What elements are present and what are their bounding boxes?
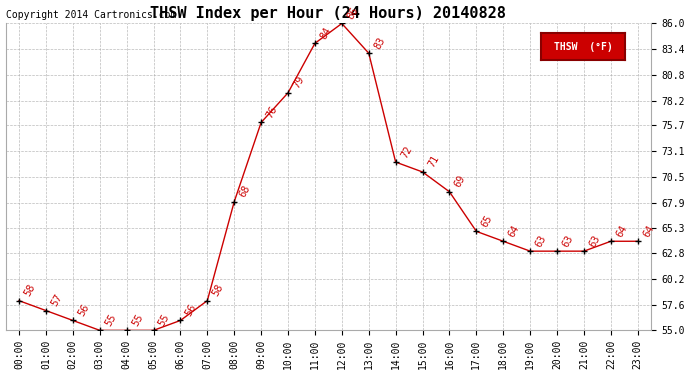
Text: Copyright 2014 Cartronics.com: Copyright 2014 Cartronics.com (6, 10, 176, 20)
Text: 65: 65 (480, 213, 495, 229)
Text: 71: 71 (426, 154, 441, 170)
Title: THSW Index per Hour (24 Hours) 20140828: THSW Index per Hour (24 Hours) 20140828 (150, 6, 506, 21)
Text: 58: 58 (210, 282, 226, 298)
Text: 63: 63 (533, 233, 548, 249)
Text: 56: 56 (76, 302, 91, 318)
Text: 76: 76 (264, 104, 279, 120)
Text: 84: 84 (318, 25, 333, 41)
Text: 58: 58 (22, 282, 37, 298)
Text: 55: 55 (157, 312, 172, 328)
Text: 79: 79 (291, 75, 306, 90)
Text: 64: 64 (614, 223, 629, 239)
Text: 86: 86 (345, 5, 360, 21)
Text: 56: 56 (184, 302, 199, 318)
Text: 63: 63 (560, 233, 575, 249)
Text: 68: 68 (237, 184, 253, 199)
Text: 63: 63 (587, 233, 602, 249)
Text: 64: 64 (641, 223, 655, 239)
Text: 83: 83 (372, 35, 387, 51)
Text: 69: 69 (453, 174, 467, 189)
Text: 57: 57 (49, 292, 64, 308)
Text: 64: 64 (506, 223, 521, 239)
Text: 72: 72 (399, 144, 414, 160)
Text: 55: 55 (103, 312, 118, 328)
Text: 55: 55 (130, 312, 145, 328)
